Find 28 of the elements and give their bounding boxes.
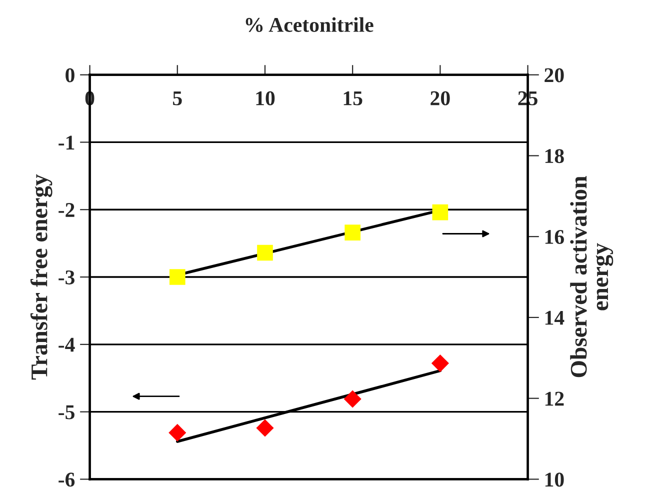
y2-tick-label: 18 [545, 149, 564, 164]
point [432, 204, 448, 220]
x-tick-label: 10 [256, 91, 275, 106]
point [168, 424, 186, 442]
point [431, 354, 449, 372]
point [257, 244, 273, 261]
y-tick-label: 0 [66, 68, 74, 82]
point [169, 269, 186, 285]
x-axis-title: % Acetonitrile [246, 17, 374, 32]
point [344, 390, 362, 408]
y-tick-label: -6 [58, 472, 75, 487]
y2-tick-label: 14 [545, 310, 564, 325]
x-tick-label: 5 [173, 91, 182, 106]
y2-tick-label: 16 [545, 230, 564, 244]
y2-tick-label: 20 [544, 68, 564, 82]
y2-tick-label: 10 [545, 472, 564, 487]
y-tick-label: -2 [58, 203, 74, 217]
y2-tick-label: 12 [545, 392, 564, 406]
y-axis-title: Transfer free energy [30, 174, 52, 380]
y2-axis-title: Observed activation energy [570, 176, 614, 378]
point [256, 419, 274, 437]
y-tick-label: -1 [58, 136, 74, 150]
point [344, 224, 361, 240]
y-tick-label: -5 [58, 405, 74, 420]
y-tick-label: -3 [58, 270, 74, 284]
x-tick-label: 20 [430, 91, 450, 106]
y-tick-label: -4 [58, 338, 75, 352]
x-tick-label: 15 [344, 91, 362, 106]
